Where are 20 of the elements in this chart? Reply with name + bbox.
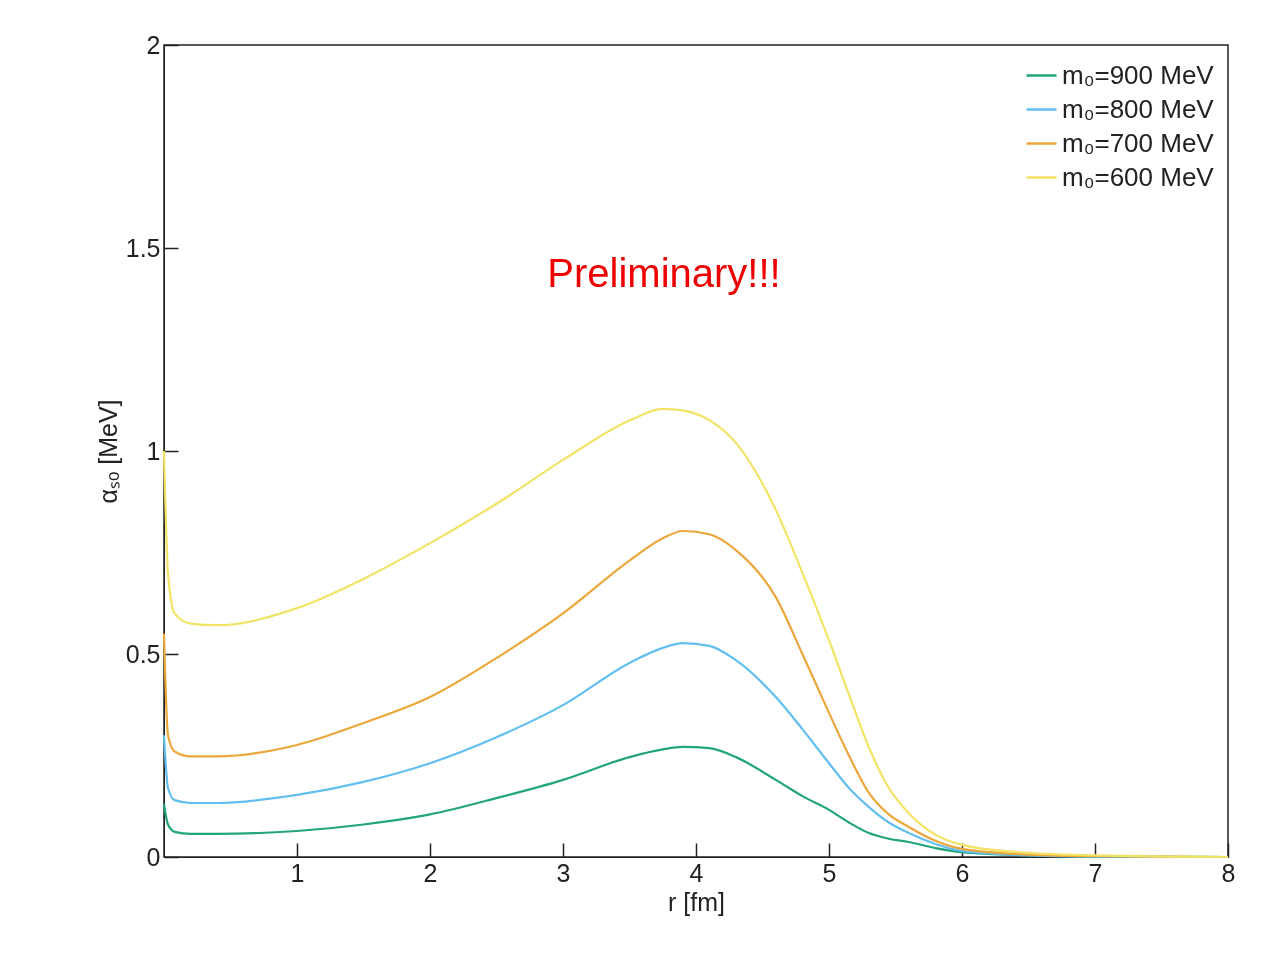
x-tick-label: 6 [955,858,970,887]
y-tick-label: 2 [146,30,161,59]
y-axis-title: αₛₒ [MeV] [93,399,122,504]
legend-label: m₀=900 MeV [1062,59,1215,90]
legend-label: m₀=600 MeV [1062,161,1215,192]
y-tick-label: 1.5 [125,233,161,262]
x-tick-label: 7 [1088,858,1103,887]
x-tick-label: 3 [556,858,571,887]
x-tick-label: 1 [290,858,305,887]
y-tick-label: 0 [146,842,161,871]
x-axis-title: r [fm] [668,887,725,916]
legend-label: m₀=800 MeV [1062,93,1215,124]
x-tick-label: 8 [1221,858,1236,887]
y-tick-label: 0.5 [125,639,161,668]
legend-label: m₀=700 MeV [1062,127,1215,158]
x-tick-label: 5 [822,858,837,887]
annotation: Preliminary!!! [547,251,781,295]
x-tick-label: 4 [689,858,704,887]
x-tick-label: 2 [423,858,438,887]
y-tick-label: 1 [146,436,161,465]
